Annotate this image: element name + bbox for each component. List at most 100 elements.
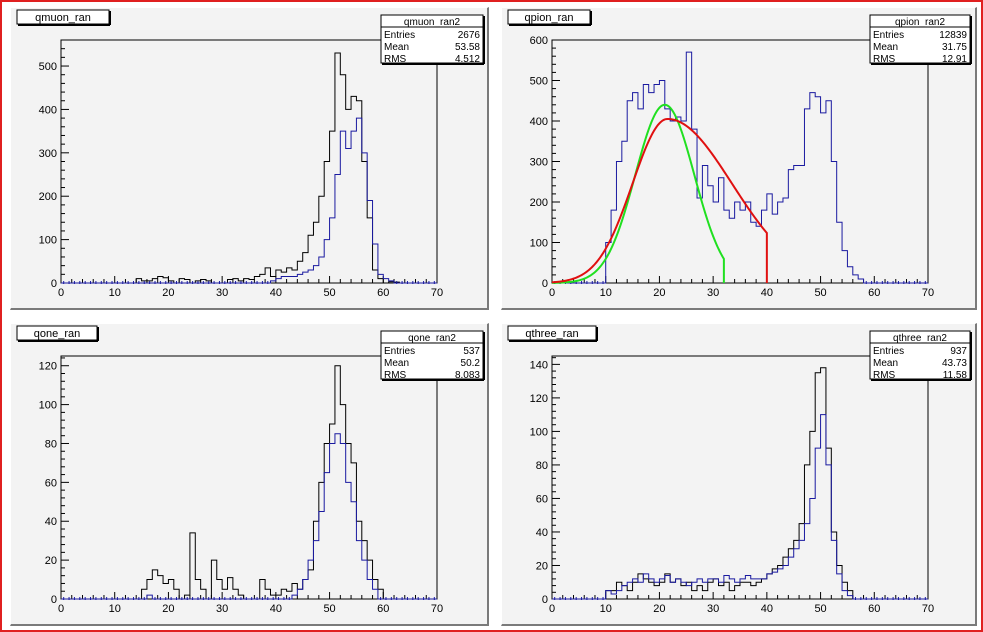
y-tick-label: 20	[536, 560, 548, 572]
stats-box: qpion_ran2 Entries 12839 Mean 31.75 RMS 12.91	[869, 14, 972, 65]
histogram-title: qpion_ran	[525, 12, 574, 24]
x-tick-label: 0	[549, 287, 555, 299]
stats-value: 2676	[458, 30, 481, 41]
histogram-title-box: qthree_ran	[507, 325, 598, 342]
y-tick-label: 100	[530, 238, 548, 250]
histogram-series-0	[552, 367, 928, 600]
stats-name: qthree_ran2	[893, 333, 947, 344]
y-tick-label: 20	[45, 555, 57, 567]
x-tick-label: 10	[109, 603, 121, 615]
x-tick-label: 20	[653, 287, 665, 299]
x-tick-label: 10	[109, 287, 121, 299]
stats-value: 12839	[939, 30, 967, 41]
stats-value: 50.2	[461, 358, 481, 369]
histogram-title-box: qone_ran	[16, 325, 99, 342]
y-tick-label: 300	[530, 157, 548, 169]
x-tick-label: 70	[922, 603, 934, 615]
y-tick-label: 100	[39, 400, 57, 412]
x-tick-label: 60	[377, 603, 389, 615]
x-tick-label: 20	[162, 287, 174, 299]
pad-qthree: 0 10 20 30 40 50 60 70 0 20 40 60 80 100 120 140 qthree_…	[501, 323, 977, 626]
histogram-title: qone_ran	[34, 328, 81, 340]
y-tick-label: 40	[536, 527, 548, 539]
x-tick-label: 30	[216, 603, 228, 615]
y-tick-label: 100	[39, 235, 57, 247]
y-tick-label: 500	[530, 76, 548, 88]
stats-value: 11.58	[943, 370, 968, 381]
x-tick-label: 70	[922, 287, 934, 299]
y-tick-label: 80	[45, 438, 57, 450]
stats-label: Entries	[384, 30, 415, 41]
x-tick-label: 50	[814, 287, 826, 299]
stats-label: Mean	[873, 42, 898, 53]
fit-curve-1	[551, 117, 768, 284]
x-tick-label: 60	[868, 287, 880, 299]
plot-frame	[60, 39, 438, 284]
x-tick-label: 40	[270, 287, 282, 299]
y-tick-label: 60	[536, 493, 548, 505]
histogram-title-box: qpion_ran	[507, 9, 592, 26]
x-tick-label: 0	[58, 603, 64, 615]
y-tick-label: 40	[45, 516, 57, 528]
stats-label: Mean	[384, 358, 409, 369]
histogram-svg-0: 0 10 20 30 40 50 60 70 0 100 200 300 400 500 qmuon_ran…	[16, 9, 485, 299]
x-tick-label: 50	[814, 603, 826, 615]
y-tick-label: 200	[39, 191, 57, 203]
y-tick-label: 100	[530, 426, 548, 438]
stats-name: qpion_ran2	[895, 17, 945, 28]
histogram-title: qmuon_ran	[35, 12, 91, 24]
stats-name: qmuon_ran2	[404, 17, 461, 28]
stats-label: RMS	[873, 54, 896, 65]
x-tick-label: 40	[761, 603, 773, 615]
stats-label: RMS	[384, 370, 407, 381]
pad-qpion: 0 10 20 30 40 50 60 70 0 100 200 300 400 500 600 qpion_…	[501, 7, 977, 310]
stats-value: 937	[950, 346, 967, 357]
stats-label: Entries	[873, 30, 904, 41]
histogram-series-0	[61, 365, 437, 600]
plot-frame	[60, 355, 438, 600]
y-tick-label: 400	[530, 116, 548, 128]
x-tick-label: 40	[270, 603, 282, 615]
histogram-series-1	[61, 433, 437, 600]
x-tick-label: 30	[707, 287, 719, 299]
stats-label: Mean	[873, 358, 898, 369]
histogram-series-0	[61, 52, 437, 284]
histogram-svg-1: 0 10 20 30 40 50 60 70 0 100 200 300 400 500 600 qpion_…	[507, 9, 972, 299]
histogram-series-0	[552, 51, 928, 284]
x-tick-label: 70	[431, 603, 443, 615]
stats-value: 4.512	[455, 54, 480, 65]
y-tick-label: 0	[542, 278, 548, 290]
x-tick-label: 0	[58, 287, 64, 299]
histogram-svg-3: 0 10 20 30 40 50 60 70 0 20 40 60 80 100 120 140 qthree_…	[507, 325, 972, 615]
y-tick-label: 200	[530, 197, 548, 209]
y-tick-label: 80	[536, 460, 548, 472]
histogram-title-box: qmuon_ran	[16, 9, 111, 26]
x-tick-label: 60	[377, 287, 389, 299]
y-tick-label: 120	[39, 361, 57, 373]
y-tick-label: 300	[39, 148, 57, 160]
stats-value: 12.91	[942, 54, 967, 65]
stats-value: 31.75	[942, 42, 967, 53]
stats-box: qmuon_ran2 Entries 2676 Mean 53.58 RMS 4.512	[380, 14, 485, 65]
x-tick-label: 40	[761, 287, 773, 299]
histogram-series-1	[552, 414, 928, 600]
x-tick-label: 10	[600, 603, 612, 615]
x-tick-label: 30	[707, 603, 719, 615]
stats-box: qthree_ran2 Entries 937 Mean 43.73 RMS 11.58	[869, 330, 972, 381]
y-tick-label: 0	[542, 594, 548, 606]
plot-frame	[551, 39, 929, 284]
y-tick-label: 0	[51, 594, 57, 606]
stats-value: 43.73	[942, 358, 967, 369]
x-tick-label: 20	[653, 603, 665, 615]
stats-value: 8.083	[455, 370, 480, 381]
stats-label: RMS	[873, 370, 896, 381]
stats-box: qone_ran2 Entries 537 Mean 50.2 RMS 8.083	[380, 330, 485, 381]
fit-curve-0	[551, 103, 725, 284]
x-tick-label: 70	[431, 287, 443, 299]
stats-name: qone_ran2	[408, 333, 456, 344]
x-tick-label: 10	[600, 287, 612, 299]
x-tick-label: 30	[216, 287, 228, 299]
stats-label: Entries	[873, 346, 904, 357]
y-tick-label: 400	[39, 104, 57, 116]
